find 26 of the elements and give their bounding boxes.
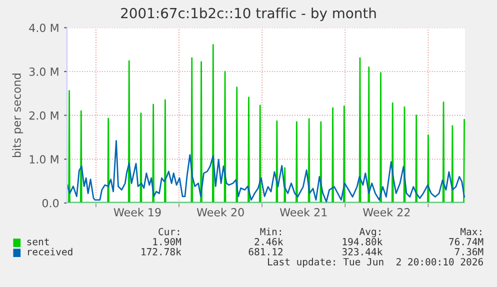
y-tick-label: 4.0 M — [29, 24, 58, 32]
text: Avg: — [359, 228, 380, 238]
text: Cur: — [158, 228, 180, 236]
x-tick-label: Week 21 — [280, 208, 327, 216]
text: 2.46k — [254, 238, 284, 246]
y-tick-label: 1.0 M — [30, 155, 58, 164]
text: Last update: Tue Jun 2 20:00:10 2026 — [268, 258, 483, 268]
x-tick-label: Week 19 — [114, 208, 161, 216]
legend-label: received — [28, 248, 72, 256]
y-axis-title: bits per second — [12, 74, 24, 158]
x-tick-label: Week 22 — [362, 208, 410, 216]
text: 7.36M — [454, 248, 484, 256]
x-tick-label: Week 20 — [196, 208, 244, 216]
text: 323.44k — [342, 248, 383, 256]
text: Max: — [460, 228, 482, 236]
text: Min: — [260, 228, 281, 236]
legend-label: sent — [27, 238, 49, 246]
text: 76.74M — [449, 238, 484, 246]
chart-title: 2001:67c:1b2c::10 traffic - by month — [121, 8, 376, 22]
text: 194.80k — [342, 238, 383, 246]
y-tick-label: 2.0 M — [29, 111, 58, 120]
text: 1.90M — [153, 238, 181, 246]
y-tick-label: 3.0 M — [29, 67, 58, 76]
text: 681.12 — [248, 248, 282, 256]
y-tick-label: 0.0 — [42, 198, 59, 208]
text: 172.78k — [142, 248, 182, 256]
